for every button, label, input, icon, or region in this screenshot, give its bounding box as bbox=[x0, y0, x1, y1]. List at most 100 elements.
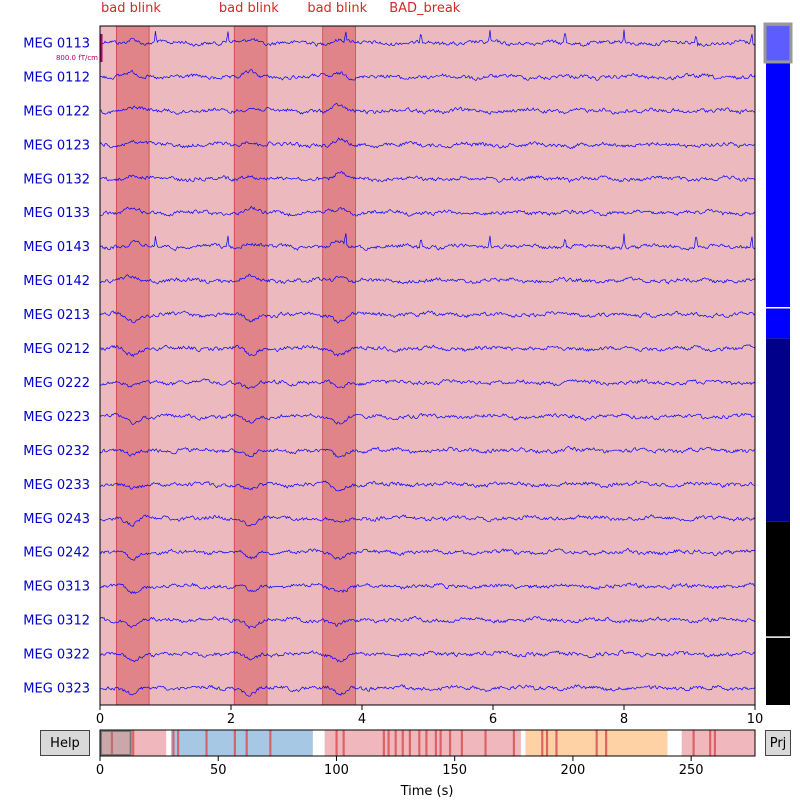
overview-event-line bbox=[595, 730, 598, 756]
overview-bad-span bbox=[324, 730, 521, 756]
overview-event-line bbox=[434, 730, 437, 756]
channel-label: MEG 0233 bbox=[23, 478, 90, 493]
overview-event-line bbox=[394, 730, 397, 756]
channel-label: MEG 0142 bbox=[23, 274, 90, 289]
annotation-bad-break bbox=[100, 26, 755, 705]
raw-traces-panel[interactable]: 800.0 fT/cm bbox=[56, 25, 756, 706]
trace-line bbox=[99, 378, 756, 390]
overview-event-line bbox=[512, 730, 516, 756]
channel-label: MEG 0112 bbox=[23, 70, 90, 85]
channel-label: MEG 0232 bbox=[23, 444, 90, 459]
overview-frame bbox=[99, 729, 756, 757]
overview-event-line bbox=[110, 730, 114, 756]
channel-label: MEG 0243 bbox=[23, 512, 90, 527]
channel-label: MEG 0322 bbox=[23, 648, 90, 663]
trace-line bbox=[99, 514, 756, 527]
overview-event-line bbox=[401, 730, 404, 756]
overview-event-line bbox=[245, 730, 248, 756]
trace-line bbox=[99, 205, 756, 217]
annotation-label: BAD_break bbox=[389, 1, 461, 16]
scale-bar-label: 800.0 fT/cm bbox=[56, 54, 98, 62]
annotation-label: bad blink bbox=[101, 1, 161, 16]
x-tick-label: 8 bbox=[620, 712, 628, 727]
x-tick-label: 0 bbox=[96, 712, 104, 727]
overview-tick-label: 150 bbox=[442, 763, 467, 778]
x-tick-label: 6 bbox=[489, 712, 497, 727]
channel-label: MEG 0143 bbox=[23, 240, 90, 255]
help-button[interactable]: Help bbox=[40, 730, 90, 756]
overview-event-line bbox=[408, 730, 411, 756]
trace-line bbox=[99, 344, 756, 358]
overview-event-line bbox=[484, 730, 487, 756]
trace-line bbox=[99, 233, 756, 251]
x-tick-label: 2 bbox=[227, 712, 235, 727]
trace-line bbox=[99, 649, 756, 663]
overview-tick-label: 100 bbox=[324, 763, 349, 778]
trace-line bbox=[99, 171, 756, 183]
trace-line bbox=[99, 582, 756, 595]
overview-tick-label: 50 bbox=[210, 763, 227, 778]
channel-label: MEG 0123 bbox=[23, 138, 90, 153]
annotation-labels: bad blink bad blink bad blink BAD_break bbox=[101, 1, 461, 16]
channel-label: MEG 0313 bbox=[23, 580, 90, 595]
overview-event-line bbox=[709, 730, 712, 756]
overview-event-line bbox=[448, 730, 452, 756]
overview-event-line bbox=[205, 730, 208, 756]
overview-view-window bbox=[100, 730, 132, 756]
trace-line bbox=[99, 273, 756, 285]
overview-event-line bbox=[713, 730, 717, 756]
overview-blue-span bbox=[170, 730, 313, 756]
overview-event-line bbox=[418, 730, 421, 756]
overview-event-line bbox=[541, 730, 544, 756]
overview-event-line bbox=[342, 730, 345, 756]
overview-event-line bbox=[439, 730, 442, 756]
annotation-bad-blink bbox=[322, 25, 356, 706]
channel-label: MEG 0122 bbox=[23, 104, 90, 119]
overview-event-line bbox=[172, 730, 175, 756]
trace-line bbox=[99, 102, 756, 115]
annotation-bad-blink bbox=[115, 25, 150, 706]
overview-event-line bbox=[460, 730, 463, 756]
overview-bar[interactable]: 0 50 100 150 200 250 bbox=[96, 729, 756, 778]
trace-line bbox=[99, 68, 756, 82]
projector-button[interactable]: Prj bbox=[765, 730, 791, 756]
scrollbar-segment bbox=[766, 26, 790, 339]
time-axis: 0 2 4 6 8 10 bbox=[96, 705, 763, 727]
overview-event-line bbox=[132, 730, 135, 756]
overview-event-line bbox=[269, 730, 272, 756]
annotation-bad-blink bbox=[233, 25, 268, 706]
overview-event-line bbox=[233, 730, 236, 756]
trace-line bbox=[99, 137, 756, 150]
trace-line bbox=[99, 480, 755, 492]
scrollbar-segment bbox=[766, 338, 790, 522]
annotation-label: bad blink bbox=[219, 1, 279, 16]
overview-event-line bbox=[692, 730, 695, 756]
overview-event-line bbox=[382, 730, 385, 756]
channel-label: MEG 0223 bbox=[23, 410, 90, 425]
channel-label: MEG 0113 bbox=[23, 36, 90, 51]
channel-label: MEG 0222 bbox=[23, 376, 90, 391]
overview-event-line bbox=[425, 730, 428, 756]
trace-line bbox=[99, 547, 756, 561]
overview-event-line bbox=[605, 730, 608, 756]
channel-label: MEG 0242 bbox=[23, 546, 90, 561]
channel-scrollbar[interactable] bbox=[763, 22, 793, 705]
trace-line bbox=[99, 29, 756, 47]
overview-tick-label: 200 bbox=[561, 763, 586, 778]
overview-event-line bbox=[555, 730, 558, 756]
annotation-label: bad blink bbox=[307, 1, 367, 16]
trace-line bbox=[99, 412, 756, 425]
trace-line bbox=[99, 310, 756, 324]
overview-event-line bbox=[545, 730, 549, 756]
overview-event-line bbox=[177, 730, 180, 756]
channel-label: MEG 0132 bbox=[23, 172, 90, 187]
plot-frame bbox=[99, 25, 756, 706]
channel-label: MEG 0323 bbox=[23, 682, 90, 697]
channel-labels: MEG 0113 MEG 0112 MEG 0122 MEG 0123 MEG 0132… bbox=[23, 36, 90, 696]
trace-line bbox=[99, 684, 756, 697]
channel-label: MEG 0213 bbox=[23, 308, 90, 323]
scrollbar-segment bbox=[766, 521, 790, 705]
x-tick-label: 4 bbox=[358, 712, 366, 727]
